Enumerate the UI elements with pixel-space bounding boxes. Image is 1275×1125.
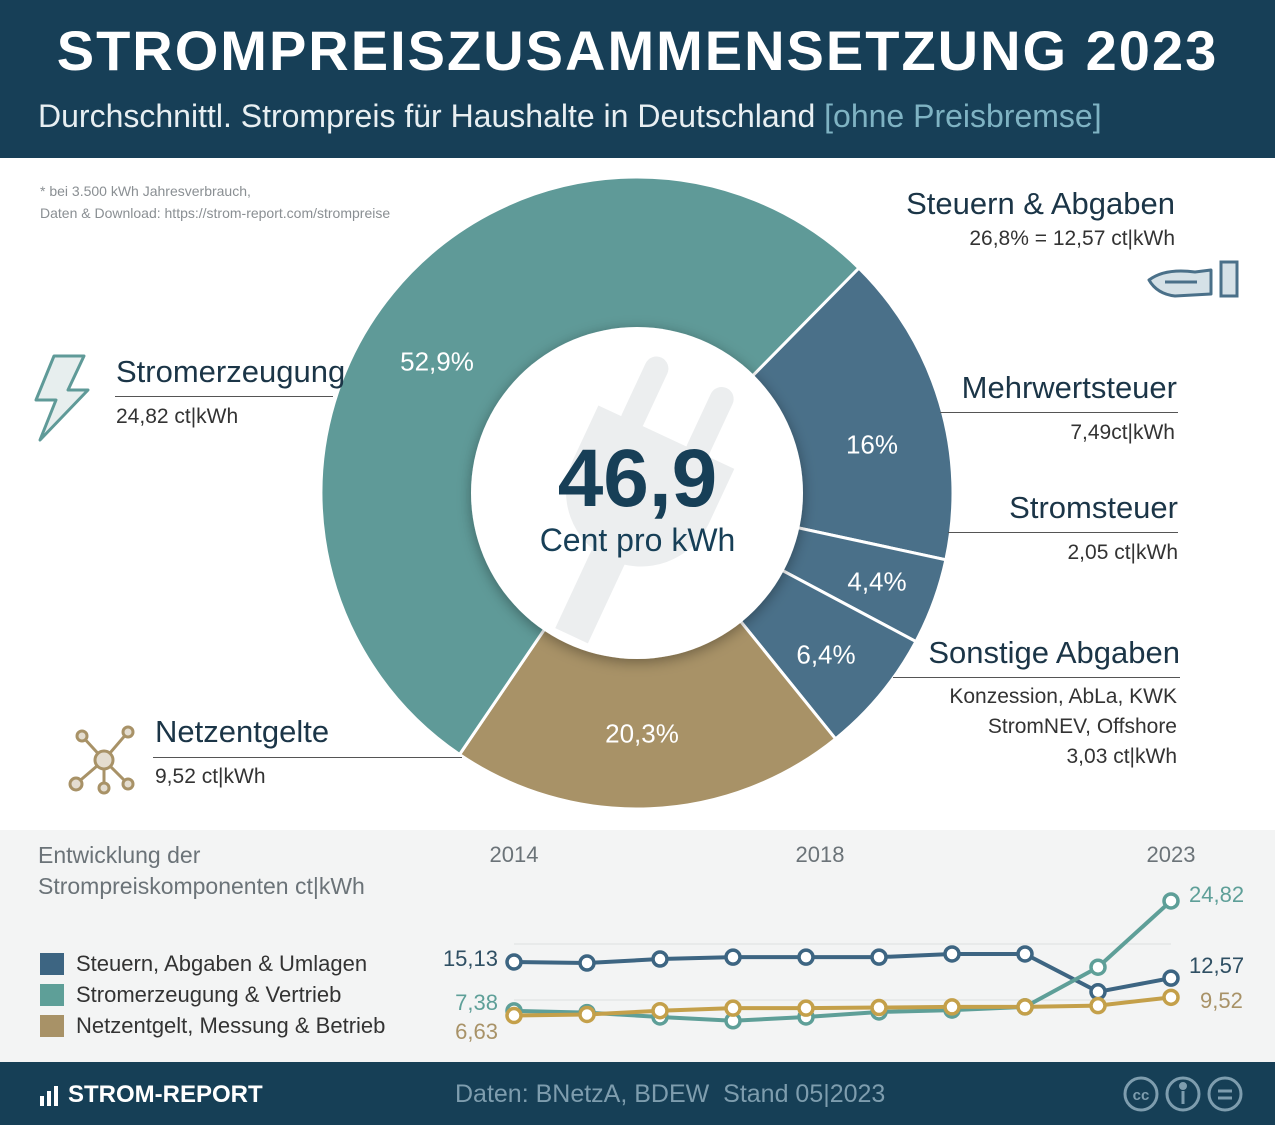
end-label-strom: 24,82 [1189, 882, 1245, 907]
divider [948, 532, 1178, 533]
data-point [1089, 996, 1107, 1015]
footnote-link: Daten & Download: https://strom-report.c… [40, 205, 391, 221]
slice-label-sonstige: 6,4% [796, 639, 856, 670]
legend-item-netz: Netzentgelt, Messung & Betrieb [40, 1013, 385, 1039]
legend-item-steuern: Steuern, Abgaben & Umlagen [40, 951, 367, 977]
trend-title-line: Entwicklung der [38, 842, 201, 868]
slice-label-stromerzeugung: 52,9% [400, 346, 474, 377]
total-price-unit: Cent pro kWh [539, 522, 736, 558]
x-tick-label: 2014 [489, 842, 539, 867]
cc-icon: cc [1123, 1076, 1159, 1112]
label-mwst-value: 7,49ct|kWh [1070, 421, 1175, 444]
donut-chart [319, 175, 955, 811]
slice-label-netz: 20,3% [605, 718, 679, 749]
data-point [724, 948, 742, 966]
x-tick-label: 2018 [795, 842, 845, 867]
sonstige-line: StromNEV, Offshore [987, 715, 1177, 738]
data-point [797, 999, 815, 1017]
label-stromsteuer-value: 2,05 ct|kWh [1067, 541, 1179, 564]
label-mwst-title: Mehrwertsteuer [961, 370, 1177, 405]
data-point [505, 1006, 523, 1025]
footer: STROM-REPORT Daten: BNetzA, BDEW Stand 0… [0, 1062, 1275, 1125]
end-label-netz: 9,52 [1200, 988, 1243, 1013]
data-point [870, 948, 888, 966]
legend-swatch [40, 1015, 64, 1037]
page-subtitle: Durchschnittl. Strompreis für Haushalte … [38, 98, 1102, 135]
series-line [513, 951, 1172, 994]
header: STROMPREISZUSAMMENSETZUNG 2023 Durchschn… [0, 0, 1275, 158]
label-sonstige-value: 3,03 ct|kWh [1066, 745, 1178, 768]
data-point [1089, 958, 1107, 976]
x-tick-label: 2023 [1146, 842, 1196, 867]
data-point [1016, 998, 1034, 1016]
label-stromerzeugung-title: Stromerzeugung [116, 354, 346, 389]
data-point [578, 954, 596, 972]
slice-label-mwst: 16% [845, 429, 899, 460]
trend-title: Entwicklung der Strompreiskomponenten ct… [38, 840, 365, 902]
start-label-strom: 7,38 [455, 990, 498, 1015]
legend-label: Steuern, Abgaben & Umlagen [76, 951, 368, 976]
start-label-steuern: 15,13 [442, 946, 498, 971]
trend-title-line: Strompreiskomponenten ct|kWh [38, 873, 365, 899]
network-icon [68, 725, 135, 795]
label-stromsteuer-title: Stromsteuer [1009, 490, 1178, 525]
bar-chart-icon [40, 1086, 58, 1106]
label-netz-value: 9,52 ct|kWh [155, 765, 266, 788]
data-point [943, 998, 961, 1016]
divider [115, 396, 333, 397]
data-point [651, 950, 669, 968]
data-point [1162, 892, 1180, 910]
label-sonstige-title: Sonstige Abgaben [928, 635, 1180, 670]
data-point [724, 999, 742, 1017]
legend-label: Netzentgelt, Messung & Betrieb [76, 1013, 386, 1038]
total-price: 46,9 [557, 433, 718, 524]
hand-icon [1147, 260, 1239, 298]
data-point [870, 998, 888, 1017]
divider [153, 757, 462, 758]
slice-label-stromsteuer: 4,4% [847, 566, 907, 597]
lightning-icon [34, 354, 90, 442]
source-text: Daten: BNetzA, BDEW Stand 05|2023 [455, 1080, 886, 1108]
sonstige-line: Konzession, AbLa, KWK [949, 685, 1177, 708]
brand-logo[interactable]: STROM-REPORT [40, 1081, 263, 1108]
start-label-netz: 6,63 [455, 1019, 498, 1044]
by-icon [1165, 1076, 1201, 1112]
trend-line-chart [505, 892, 1180, 1030]
footnote-line: * bei 3.500 kWh Jahresverbrauch, [40, 183, 251, 199]
plug-icon [555, 356, 735, 644]
brand-name: STROM-REPORT [68, 1081, 263, 1108]
data-point [505, 953, 523, 971]
divider [940, 412, 1178, 413]
data-point [1089, 983, 1107, 1001]
data-point [578, 1005, 596, 1024]
data-point [651, 1001, 669, 1020]
label-steuern-title: Steuern & Abgaben [906, 186, 1175, 221]
data-point [1162, 969, 1180, 987]
legend-swatch [40, 953, 64, 975]
data-point [943, 945, 961, 963]
trend-section [0, 830, 1275, 1062]
svg-text:cc: cc [1133, 1087, 1150, 1104]
label-netz-title: Netzentgelte [155, 714, 330, 749]
legend-item-strom: Stromerzeugung & Vertrieb [40, 982, 341, 1008]
data-point [1162, 988, 1180, 1007]
legend-swatch [40, 984, 64, 1006]
subtitle-text: Durchschnittl. Strompreis für Haushalte … [38, 98, 816, 134]
label-steuern-value: 26,8% = 12,57 ct|kWh [969, 227, 1175, 250]
license-icons[interactable]: cc [1122, 1075, 1244, 1113]
legend-label: Stromerzeugung & Vertrieb [76, 982, 342, 1007]
series-line [513, 899, 1173, 1023]
label-stromerzeugung-value: 24,82 ct|kWh [116, 405, 239, 428]
footnote: * bei 3.500 kWh Jahresverbrauch, Daten &… [40, 180, 390, 224]
end-label-steuern: 12,57 [1189, 953, 1245, 978]
divider [893, 677, 1180, 678]
nd-icon [1207, 1076, 1243, 1112]
label-sonstige-details: Konzession, AbLa, KWK StromNEV, Offshore… [949, 682, 1177, 772]
subtitle-bracket: [ohne Preisbremse] [824, 98, 1102, 134]
page-title: STROMPREISZUSAMMENSETZUNG 2023 [56, 19, 1219, 82]
data-point [797, 948, 815, 966]
series-line [513, 995, 1172, 1018]
data-point [1016, 945, 1034, 963]
